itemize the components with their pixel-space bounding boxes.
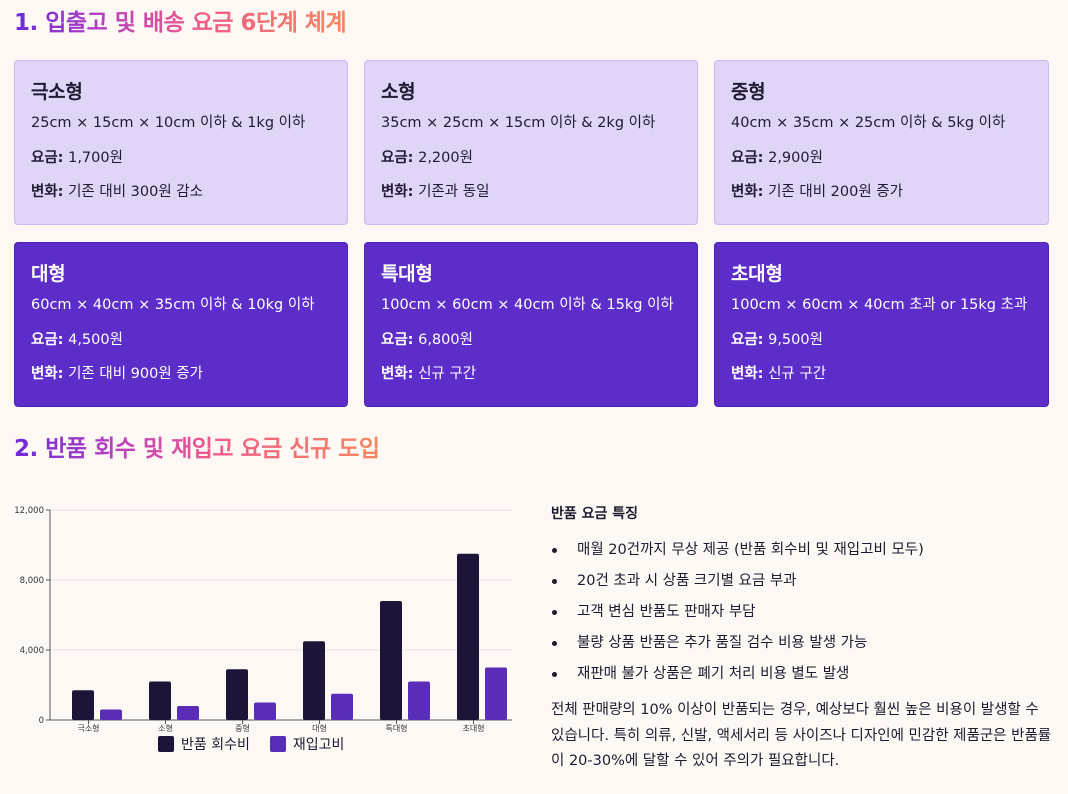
card-title: 소형 <box>381 81 416 103</box>
price-value: 2,900원 <box>768 149 823 166</box>
x-tick-label: 소형 <box>158 724 173 733</box>
change-label: 변화: <box>31 184 64 200</box>
change-value: 기존과 동일 <box>418 184 490 200</box>
change-label: 변화: <box>381 184 414 200</box>
list-item: 매월 20건까지 무상 제공 (반품 회수비 및 재입고비 모두) <box>551 540 1055 560</box>
size-card-medium: 중형 40cm × 35cm × 25cm 이하 & 5kg 이하 요금: 2,… <box>714 60 1049 225</box>
card-dimensions: 100cm × 60cm × 40cm 초과 or 15kg 초과 <box>731 297 1028 313</box>
price-label: 요금: <box>731 331 764 348</box>
list-item: 고객 변심 반품도 판매자 부담 <box>551 602 1055 622</box>
card-title: 대형 <box>31 263 66 285</box>
x-tick-label: 중형 <box>235 724 250 733</box>
bar-return-pickup <box>380 601 402 720</box>
list-item: 재판매 불가 상품은 폐기 처리 비용 별도 발생 <box>551 664 1055 684</box>
x-tick-label: 특대형 <box>385 724 407 733</box>
card-change: 변화: 신규 구간 <box>731 364 1032 384</box>
card-change: 변화: 기존 대비 200원 증가 <box>731 182 1032 202</box>
legend-item-restock[interactable]: 재입고비 <box>269 734 345 754</box>
bar-return-pickup <box>149 681 171 720</box>
y-tick-label: 4,000 <box>20 646 44 656</box>
bar-restock <box>100 709 122 720</box>
change-value: 기존 대비 200원 증가 <box>768 184 903 200</box>
card-dimensions: 40cm × 35cm × 25cm 이하 & 5kg 이하 <box>731 115 1006 131</box>
price-value: 4,500원 <box>68 331 123 348</box>
change-label: 변화: <box>731 184 764 200</box>
x-tick-label: 대형 <box>312 724 327 733</box>
size-card-extra-small: 극소형 25cm × 15cm × 10cm 이하 & 1kg 이하 요금: 1… <box>14 60 348 225</box>
card-dimensions: 25cm × 15cm × 10cm 이하 & 1kg 이하 <box>31 115 306 131</box>
card-change: 변화: 기존 대비 300원 감소 <box>31 182 331 202</box>
bar-restock <box>177 706 199 720</box>
card-dimensions: 100cm × 60cm × 40cm 이하 & 15kg 이하 <box>381 297 674 313</box>
bar-restock <box>254 702 276 720</box>
chart-legend: 반품 회수비 재입고비 <box>158 734 344 754</box>
card-price: 요금: 2,200원 <box>381 148 681 168</box>
size-card-row-1: 극소형 25cm × 15cm × 10cm 이하 & 1kg 이하 요금: 1… <box>14 60 1049 225</box>
card-price: 요금: 1,700원 <box>31 148 331 168</box>
price-label: 요금: <box>31 331 64 348</box>
bar-return-pickup <box>457 553 479 720</box>
legend-label: 반품 회수비 <box>181 737 250 753</box>
y-tick-label: 12,000 <box>14 506 44 516</box>
price-label: 요금: <box>731 149 764 166</box>
price-label: 요금: <box>381 149 414 166</box>
card-price: 요금: 9,500원 <box>731 330 1032 350</box>
change-value: 신규 구간 <box>418 366 477 382</box>
size-card-row-2: 대형 60cm × 40cm × 35cm 이하 & 10kg 이하 요금: 4… <box>14 242 1049 407</box>
section-title-fees: 1. 입출고 및 배송 요금 6단계 체계 <box>14 3 347 37</box>
features-heading: 반품 요금 특징 <box>551 506 639 522</box>
card-change: 변화: 기존과 동일 <box>381 182 681 202</box>
list-item: 불량 상품 반품은 추가 품질 검수 비용 발생 가능 <box>551 633 1055 653</box>
card-change: 변화: 신규 구간 <box>381 364 681 384</box>
bar-return-pickup <box>72 690 94 720</box>
legend-label: 재입고비 <box>292 737 345 753</box>
bar-restock <box>485 667 507 720</box>
card-title: 초대형 <box>731 263 783 285</box>
change-label: 변화: <box>31 366 64 382</box>
legend-item-return-pickup[interactable]: 반품 회수비 <box>158 734 250 754</box>
bar-restock <box>331 693 353 720</box>
legend-swatch-return-pickup <box>158 736 174 752</box>
card-dimensions: 60cm × 40cm × 35cm 이하 & 10kg 이하 <box>31 297 315 313</box>
x-tick-label: 극소형 <box>77 724 99 733</box>
price-label: 요금: <box>31 149 64 166</box>
card-dimensions: 35cm × 25cm × 15cm 이하 & 2kg 이하 <box>381 115 656 131</box>
bar-return-pickup <box>303 641 325 720</box>
size-card-large: 대형 60cm × 40cm × 35cm 이하 & 10kg 이하 요금: 4… <box>14 242 348 407</box>
list-item: 20건 초과 시 상품 크기별 요금 부과 <box>551 571 1055 591</box>
y-tick-label: 8,000 <box>20 576 44 586</box>
change-label: 변화: <box>731 366 764 382</box>
bar-return-pickup <box>226 669 248 720</box>
features-list: 매월 20건까지 무상 제공 (반품 회수비 및 재입고비 모두) 20건 초과… <box>551 540 1055 684</box>
x-tick-label: 초대형 <box>462 724 484 733</box>
change-label: 변화: <box>381 366 414 382</box>
legend-swatch-restock <box>269 736 286 752</box>
price-label: 요금: <box>381 331 414 348</box>
y-tick-label: 0 <box>39 716 44 726</box>
card-title: 중형 <box>731 81 766 103</box>
change-value: 기존 대비 300원 감소 <box>68 184 203 200</box>
bar-restock <box>408 681 430 720</box>
card-price: 요금: 2,900원 <box>731 148 1032 168</box>
size-card-extra-large: 특대형 100cm × 60cm × 40cm 이하 & 15kg 이하 요금:… <box>364 242 698 407</box>
return-fee-chart: 0 4,000 8,000 12,000 극소형 소형 중형 대형 특대형 초대형 반품 회수비 … <box>14 498 524 763</box>
price-value: 1,700원 <box>68 149 123 166</box>
change-value: 신규 구간 <box>768 366 827 382</box>
card-title: 극소형 <box>31 81 83 103</box>
card-price: 요금: 6,800원 <box>381 330 681 350</box>
card-title: 특대형 <box>381 263 433 285</box>
features-note: 전체 판매량의 10% 이상이 반품되는 경우, 예상보다 훨씬 높은 비용이 … <box>551 702 1052 769</box>
price-value: 6,800원 <box>418 331 473 348</box>
price-value: 2,200원 <box>418 149 473 166</box>
return-fee-features: 반품 요금 특징 매월 20건까지 무상 제공 (반품 회수비 및 재입고비 모… <box>551 503 1055 775</box>
change-value: 기존 대비 900원 증가 <box>68 366 203 382</box>
card-change: 변화: 기존 대비 900원 증가 <box>31 364 331 384</box>
price-value: 9,500원 <box>768 331 823 348</box>
size-card-oversize: 초대형 100cm × 60cm × 40cm 초과 or 15kg 초과 요금… <box>714 242 1049 407</box>
size-card-small: 소형 35cm × 25cm × 15cm 이하 & 2kg 이하 요금: 2,… <box>364 60 698 225</box>
card-price: 요금: 4,500원 <box>31 330 331 350</box>
return-fee-chart-svg: 0 4,000 8,000 12,000 극소형 소형 중형 대형 특대형 초대형 <box>14 506 512 733</box>
section-title-returns: 2. 반품 회수 및 재입고 요금 신규 도입 <box>14 429 380 463</box>
